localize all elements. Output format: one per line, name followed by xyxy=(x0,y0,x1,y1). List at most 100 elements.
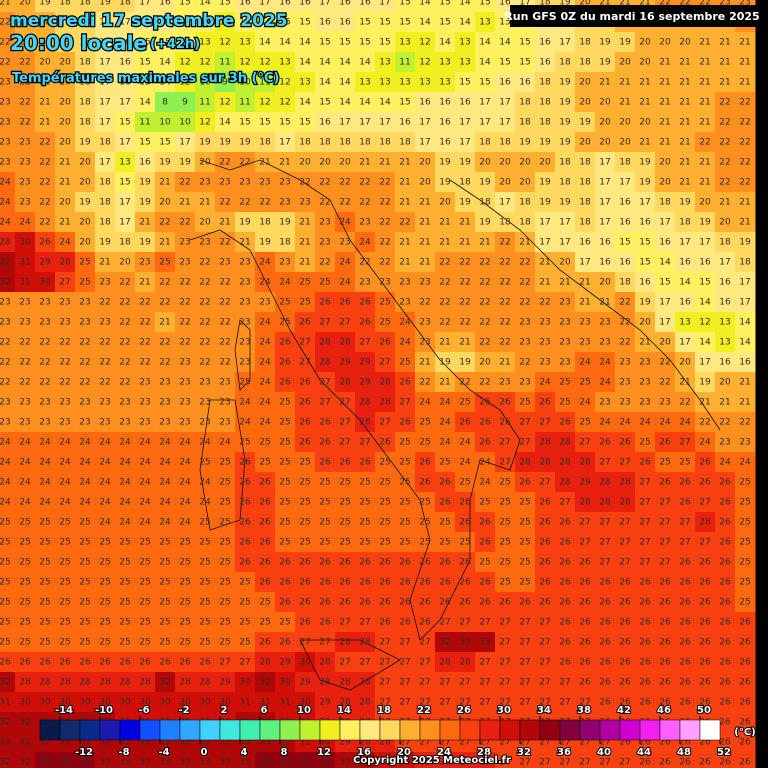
temperature-value: 23 xyxy=(499,378,510,388)
temperature-value: 26 xyxy=(479,518,491,528)
temperature-cell xyxy=(655,292,676,313)
temperature-value: 18 xyxy=(579,178,591,188)
temperature-value: 23 xyxy=(279,258,290,268)
temperature-value: 23 xyxy=(359,278,370,288)
temperature-value: 25 xyxy=(219,638,230,648)
temperature-cell xyxy=(415,12,436,33)
temperature-value: 21 xyxy=(659,78,670,88)
temperature-value: 26 xyxy=(619,578,631,588)
temperature-value: 24 xyxy=(619,418,631,428)
temperature-value: 25 xyxy=(499,518,510,528)
temperature-value: 26 xyxy=(719,618,731,628)
temperature-value: 28 xyxy=(619,498,631,508)
temperature-value: 29 xyxy=(279,658,291,668)
temperature-value: 25 xyxy=(159,578,170,588)
temperature-value: 21 xyxy=(259,158,270,168)
temperature-cell xyxy=(155,172,176,193)
temperature-value: 27 xyxy=(639,498,650,508)
temperature-cell xyxy=(715,52,736,73)
temperature-value: 27 xyxy=(459,618,470,628)
temperature-cell xyxy=(0,192,16,213)
temperature-value: 27 xyxy=(619,458,630,468)
temperature-cell xyxy=(535,232,556,253)
temperature-value: 22 xyxy=(459,378,470,388)
temperature-value: 13 xyxy=(379,58,390,68)
temperature-value: 22 xyxy=(199,358,210,368)
temperature-value: 25 xyxy=(679,458,690,468)
temperature-cell xyxy=(75,232,96,253)
temperature-value: 21 xyxy=(739,218,750,228)
temperature-value: 17 xyxy=(359,118,370,128)
temperature-cell xyxy=(195,92,216,113)
temperature-cell xyxy=(515,52,536,73)
temperature-value: 20 xyxy=(79,158,91,168)
temperature-value: 23 xyxy=(639,358,650,368)
temperature-value: 26 xyxy=(199,658,211,668)
temperature-cell xyxy=(595,52,616,73)
temperature-cell xyxy=(35,132,56,153)
legend-tick-label: 2 xyxy=(221,705,228,716)
temperature-cell xyxy=(675,152,696,173)
temperature-value: 22 xyxy=(519,298,530,308)
temperature-value: 23 xyxy=(239,178,250,188)
legend-swatch xyxy=(559,719,581,741)
temperature-value: 22 xyxy=(659,378,670,388)
temperature-value: 26 xyxy=(279,358,291,368)
temperature-value: 28 xyxy=(559,458,571,468)
temperature-cell xyxy=(415,52,436,73)
temperature-cell xyxy=(395,272,416,293)
temperature-value: 21 xyxy=(659,138,670,148)
temperature-value: 27 xyxy=(579,518,590,528)
temperature-value: 25 xyxy=(159,538,170,548)
temperature-cell xyxy=(55,32,76,53)
temperature-value: 17 xyxy=(419,118,430,128)
temperature-cell xyxy=(375,272,396,293)
temperature-value: 26 xyxy=(279,338,291,348)
temperature-value: 26 xyxy=(319,618,331,628)
temperature-value: 24 xyxy=(259,398,271,408)
temperature-cell xyxy=(175,0,196,13)
temperature-cell xyxy=(435,212,456,233)
temperature-value: 21 xyxy=(699,398,710,408)
temperature-cell xyxy=(315,152,336,173)
temperature-value: 19 xyxy=(459,358,471,368)
temperature-value: 26 xyxy=(279,378,291,388)
temperature-value: 27 xyxy=(659,558,670,568)
temperature-value: 26 xyxy=(639,638,651,648)
temperature-value: 26 xyxy=(659,478,671,488)
temperature-value: 25 xyxy=(119,558,130,568)
temperature-value: 34 xyxy=(279,758,291,768)
temperature-cell xyxy=(735,52,756,73)
temperature-cell xyxy=(595,152,616,173)
temperature-value: 21 xyxy=(219,218,230,228)
temperature-cell xyxy=(35,12,56,33)
temperature-value: 18 xyxy=(379,138,391,148)
temperature-cell xyxy=(215,212,236,233)
temperature-value: 24 xyxy=(339,258,351,268)
temperature-cell xyxy=(715,72,736,93)
temperature-value: 26 xyxy=(479,398,491,408)
temperature-value: 12 xyxy=(419,38,430,48)
temperature-value: 20 xyxy=(579,98,591,108)
temperature-value: 26 xyxy=(259,538,271,548)
temperature-cell xyxy=(0,232,16,253)
temperature-value: 22 xyxy=(459,278,470,288)
legend-swatch xyxy=(539,719,561,741)
temperature-cell xyxy=(515,132,536,153)
temperature-value: 25 xyxy=(119,618,130,628)
temperature-value: 17 xyxy=(319,0,330,8)
temperature-value: 27 xyxy=(559,678,570,688)
temperature-cell xyxy=(475,212,496,233)
temperature-value: 23 xyxy=(539,358,550,368)
temperature-value: 27 xyxy=(539,418,550,428)
temperature-value: 23 xyxy=(259,298,270,308)
temperature-value: 18 xyxy=(619,158,631,168)
temperature-value: 21 xyxy=(199,198,210,208)
legend-swatch xyxy=(519,719,541,741)
temperature-cell xyxy=(0,12,16,33)
temperature-value: 23 xyxy=(139,398,150,408)
temperature-value: 26 xyxy=(719,518,731,528)
temperature-value: 16 xyxy=(579,238,591,248)
temperature-value: 16 xyxy=(719,278,731,288)
legend-swatch xyxy=(359,719,381,741)
